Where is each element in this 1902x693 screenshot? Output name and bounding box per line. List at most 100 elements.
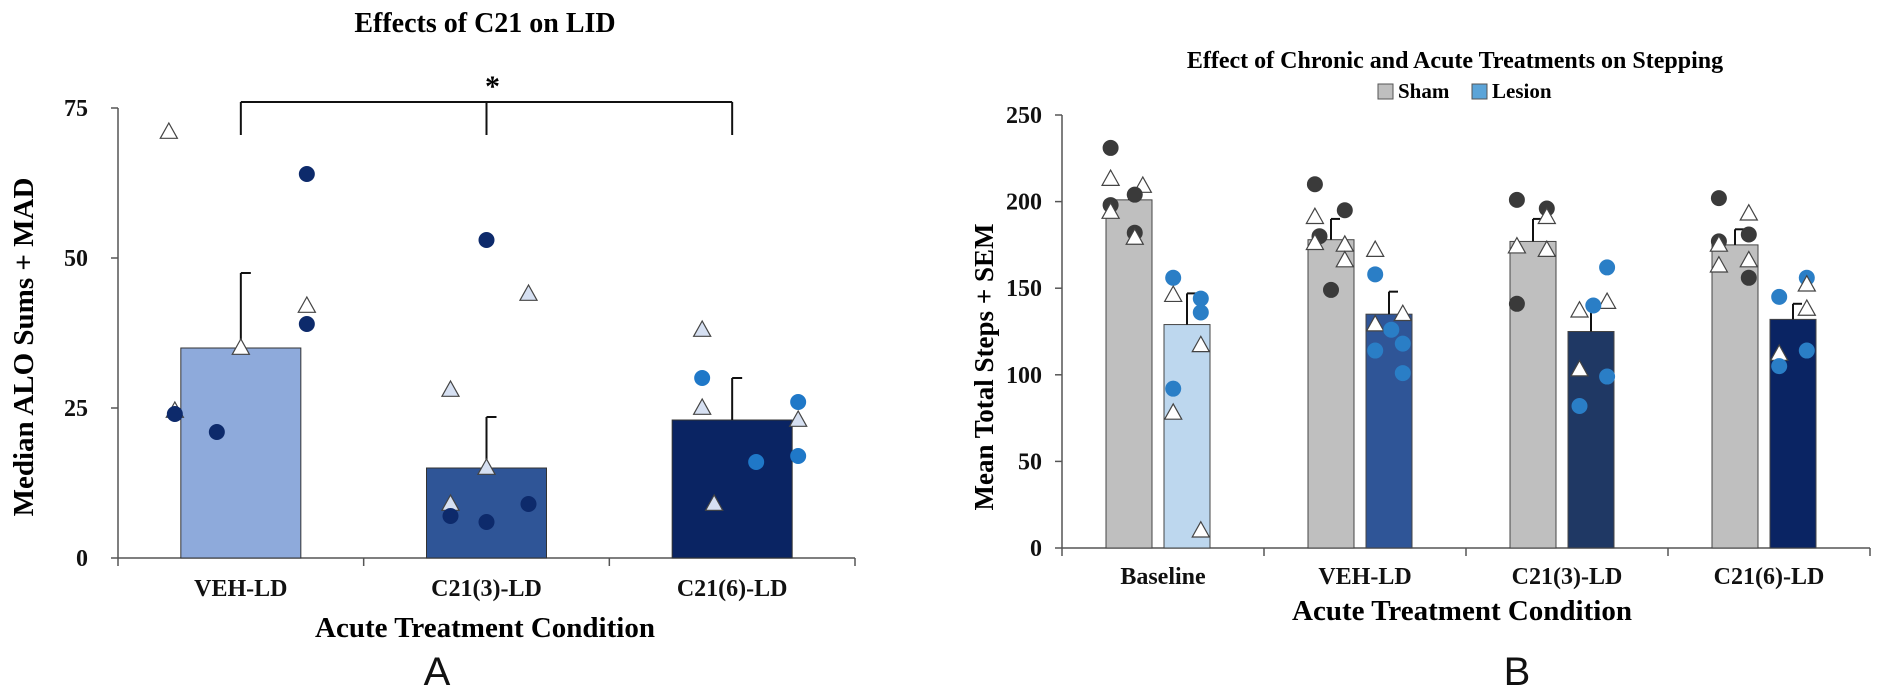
chart-a-title: Effects of C21 on LID bbox=[354, 8, 615, 39]
bar bbox=[1711, 244, 1759, 549]
data-point-circle bbox=[1771, 358, 1788, 375]
data-point-circle bbox=[1192, 304, 1209, 321]
data-point-circle bbox=[748, 454, 765, 470]
data-point-triangle bbox=[1537, 239, 1557, 257]
x-tick-label: Baseline bbox=[1120, 564, 1206, 590]
data-point-circle bbox=[1306, 176, 1323, 193]
y-tick-label: 200 bbox=[1006, 190, 1042, 216]
chart-a-y-label: Median ALO Sums + MAD bbox=[8, 178, 40, 517]
y-tick-label: 0 bbox=[1030, 536, 1042, 562]
chart-a-x-label: Acute Treatment Condition bbox=[315, 612, 655, 644]
bar bbox=[1163, 324, 1211, 549]
data-point-triangle bbox=[1739, 250, 1759, 268]
bar bbox=[1105, 199, 1153, 549]
data-point-triangle bbox=[1569, 300, 1590, 318]
data-point-circle bbox=[1710, 190, 1727, 207]
data-point-circle bbox=[694, 370, 711, 386]
data-point-triangle bbox=[1163, 402, 1183, 420]
y-tick-label: 150 bbox=[1006, 276, 1042, 302]
legend-swatch-sham bbox=[1377, 83, 1394, 100]
data-point-circle bbox=[478, 514, 495, 530]
data-point-triangle bbox=[692, 319, 712, 337]
data-point-circle bbox=[1367, 266, 1384, 283]
data-point-circle bbox=[298, 316, 315, 332]
data-point-triangle bbox=[1393, 303, 1413, 322]
y-tick-label: 250 bbox=[1006, 103, 1042, 129]
data-point-circle bbox=[1126, 186, 1143, 203]
data-point-circle bbox=[1798, 342, 1815, 359]
data-point-circle bbox=[1383, 321, 1400, 338]
bar bbox=[1567, 331, 1615, 549]
chart-b-x-label: Acute Treatment Condition bbox=[1292, 595, 1632, 627]
bar bbox=[1509, 240, 1557, 549]
y-tick-label: 50 bbox=[64, 246, 88, 272]
data-point-triangle bbox=[788, 409, 808, 427]
x-tick-label: VEH-LD bbox=[1318, 564, 1411, 590]
data-point-circle bbox=[520, 496, 537, 512]
data-point-triangle bbox=[1305, 206, 1325, 225]
x-tick-label: C21(3)-LD bbox=[1512, 564, 1623, 590]
data-point-circle bbox=[1192, 290, 1209, 307]
x-tick-label: C21(6)-LD bbox=[1714, 564, 1825, 590]
data-point-triangle bbox=[1797, 274, 1817, 292]
data-point-circle bbox=[1394, 335, 1411, 352]
data-point-circle bbox=[1102, 139, 1119, 156]
data-point-triangle bbox=[1191, 520, 1211, 538]
data-point-triangle bbox=[1163, 284, 1183, 303]
y-tick-label: 0 bbox=[76, 546, 88, 572]
data-point-triangle bbox=[1365, 314, 1385, 332]
data-point-circle bbox=[166, 406, 183, 422]
data-point-triangle bbox=[1125, 227, 1145, 245]
data-point-triangle bbox=[1709, 255, 1729, 273]
data-point-circle bbox=[1165, 269, 1182, 286]
data-point-triangle bbox=[1191, 335, 1211, 353]
chart-a-plot: 0 25 50 75 VEH-LD C21(3)-LD C21(6)-LD * bbox=[64, 70, 856, 602]
data-point-triangle bbox=[231, 337, 251, 355]
data-point-triangle bbox=[1101, 168, 1121, 186]
data-point-circle bbox=[1367, 342, 1384, 359]
data-point-triangle bbox=[1507, 236, 1527, 254]
data-point-triangle bbox=[440, 379, 461, 397]
chart-b-title: Effect of Chronic and Acute Treatments o… bbox=[1187, 48, 1723, 74]
data-point-triangle bbox=[1365, 239, 1385, 257]
data-point-circle bbox=[1508, 295, 1525, 312]
data-point-triangle bbox=[1569, 359, 1590, 377]
data-point-circle bbox=[1599, 259, 1616, 276]
chart-b-plot: 0 50 100 150 200 250 Baseline VEH-LD C21(3)-LD C2… bbox=[1006, 103, 1871, 590]
x-tick-label: VEH-LD bbox=[194, 576, 287, 602]
data-point-circle bbox=[1165, 380, 1182, 397]
data-point-circle bbox=[1508, 191, 1525, 208]
data-point-triangle bbox=[692, 397, 712, 415]
data-point-circle bbox=[1585, 297, 1602, 314]
chart-b-y-label: Mean Total Steps + SEM bbox=[969, 224, 999, 511]
data-point-triangle bbox=[518, 283, 539, 301]
data-point-circle bbox=[478, 232, 495, 248]
data-point-circle bbox=[790, 448, 807, 464]
data-point-circle bbox=[1394, 365, 1411, 382]
y-tick-label: 50 bbox=[1018, 449, 1042, 475]
x-tick-label: C21(6)-LD bbox=[677, 576, 788, 602]
data-point-circle bbox=[790, 394, 807, 410]
data-point-circle bbox=[208, 424, 225, 440]
data-point-circle bbox=[442, 508, 459, 524]
data-point-circle bbox=[1336, 202, 1353, 219]
data-point-circle bbox=[1599, 368, 1616, 385]
data-point-triangle bbox=[1537, 206, 1557, 225]
legend-swatch-lesion bbox=[1471, 83, 1488, 100]
y-tick-label: 75 bbox=[64, 96, 88, 122]
data-point-triangle bbox=[1101, 201, 1121, 219]
legend-label-sham: Sham bbox=[1398, 79, 1450, 103]
chart-b-legend: Sham Lesion bbox=[1377, 79, 1552, 103]
data-point-circle bbox=[1740, 226, 1757, 243]
data-point-triangle bbox=[159, 121, 179, 139]
y-tick-label: 25 bbox=[64, 396, 88, 422]
data-point-triangle bbox=[1305, 232, 1325, 251]
data-point-circle bbox=[1323, 281, 1339, 298]
data-point-triangle bbox=[1597, 291, 1617, 309]
bar bbox=[180, 347, 302, 559]
data-point-circle bbox=[1740, 269, 1757, 286]
data-point-circle bbox=[298, 166, 315, 182]
data-point-triangle bbox=[704, 493, 724, 511]
significance-label: * bbox=[485, 70, 500, 103]
bar bbox=[671, 419, 793, 559]
